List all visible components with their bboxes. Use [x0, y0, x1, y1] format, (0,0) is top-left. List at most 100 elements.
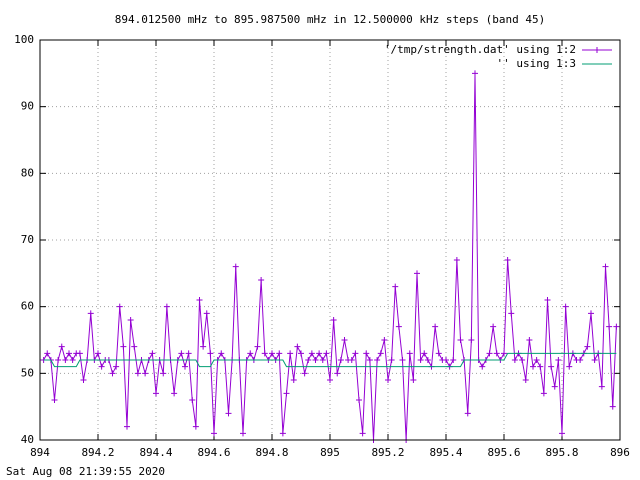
- point-marker: [247, 350, 254, 357]
- point-marker: [44, 350, 51, 357]
- point-marker: [609, 403, 616, 410]
- point-marker: [457, 337, 464, 343]
- point-marker: [377, 350, 384, 357]
- chart-title: 894.012500 mHz to 895.987500 mHz in 12.5…: [115, 13, 545, 26]
- point-marker: [424, 357, 431, 363]
- point-marker: [185, 350, 192, 357]
- point-marker: [468, 337, 475, 343]
- point-marker: [192, 423, 199, 430]
- point-marker: [406, 350, 413, 357]
- point-marker: [464, 410, 471, 417]
- point-marker: [316, 350, 323, 357]
- point-marker: [207, 350, 214, 357]
- point-marker: [410, 377, 417, 383]
- y-tick-label: 70: [21, 233, 34, 246]
- plot-border: [39, 39, 621, 441]
- point-marker: [417, 357, 424, 363]
- point-marker: [95, 350, 101, 357]
- point-marker: [421, 350, 428, 357]
- point-marker: [258, 277, 265, 283]
- point-marker: [385, 377, 391, 383]
- x-tick-label: 894.4: [139, 446, 172, 459]
- x-tick-label: 895: [320, 446, 340, 459]
- point-marker: [559, 430, 565, 437]
- point-marker: [566, 363, 573, 370]
- point-marker: [511, 357, 518, 363]
- point-marker: [334, 370, 341, 377]
- point-marker: [218, 350, 225, 357]
- point-marker: [225, 410, 232, 417]
- point-marker: [537, 363, 544, 370]
- legend-marker: [594, 47, 600, 53]
- point-marker: [232, 263, 239, 270]
- point-marker: [341, 337, 348, 343]
- point-marker: [548, 363, 555, 370]
- point-marker: [453, 257, 460, 263]
- point-marker: [319, 357, 326, 363]
- point-marker: [522, 377, 529, 383]
- point-marker: [189, 397, 196, 403]
- point-marker: [163, 303, 170, 310]
- point-marker: [308, 350, 315, 357]
- x-tick-label: 895.6: [487, 446, 520, 459]
- point-marker: [598, 383, 605, 390]
- y-tick-label: 90: [21, 100, 34, 113]
- point-marker: [450, 357, 457, 363]
- point-marker: [134, 370, 141, 377]
- point-marker: [533, 357, 540, 363]
- y-tick-label: 50: [21, 366, 34, 379]
- point-marker: [330, 317, 337, 323]
- point-marker: [279, 430, 286, 437]
- point-marker: [301, 370, 308, 377]
- point-marker: [577, 357, 584, 363]
- y-tick-label: 80: [21, 166, 34, 179]
- point-marker: [348, 357, 355, 363]
- x-tick-label: 894.6: [197, 446, 230, 459]
- x-tick-label: 895.2: [371, 446, 404, 459]
- point-marker: [374, 357, 381, 363]
- x-tick-label: 894.8: [255, 446, 288, 459]
- point-marker: [363, 350, 370, 357]
- point-marker: [479, 363, 486, 370]
- point-marker: [562, 303, 569, 310]
- y-tick-label: 100: [14, 33, 34, 46]
- point-marker: [200, 343, 207, 350]
- point-marker: [388, 357, 395, 363]
- point-marker: [312, 357, 319, 363]
- point-marker: [62, 357, 69, 363]
- point-marker: [283, 390, 290, 397]
- point-marker: [98, 363, 105, 370]
- point-marker: [66, 350, 72, 357]
- point-marker: [261, 350, 268, 357]
- x-tick-label: 894.2: [81, 446, 114, 459]
- point-marker: [526, 337, 533, 343]
- point-marker: [399, 357, 406, 363]
- point-marker: [613, 323, 620, 330]
- point-marker: [584, 343, 591, 350]
- point-marker: [290, 377, 297, 383]
- point-marker: [109, 370, 116, 377]
- point-marker: [160, 370, 167, 377]
- point-marker: [182, 363, 188, 370]
- point-marker: [602, 263, 609, 270]
- point-marker: [508, 310, 515, 317]
- x-tick-label: 894: [30, 446, 50, 459]
- point-marker: [555, 357, 562, 363]
- point-marker: [58, 343, 65, 350]
- point-marker: [254, 343, 261, 350]
- point-marker: [366, 357, 373, 363]
- point-marker: [269, 350, 275, 357]
- point-marker: [591, 357, 598, 363]
- point-marker: [327, 377, 333, 383]
- y-tick-label: 40: [21, 433, 34, 446]
- x-tick-label: 895.4: [429, 446, 462, 459]
- point-marker: [395, 323, 402, 330]
- point-marker: [120, 343, 127, 350]
- point-marker: [501, 350, 507, 357]
- point-marker: [196, 297, 203, 303]
- point-marker: [493, 350, 500, 357]
- point-marker: [519, 357, 526, 363]
- point-marker: [530, 363, 536, 370]
- point-marker: [240, 430, 246, 437]
